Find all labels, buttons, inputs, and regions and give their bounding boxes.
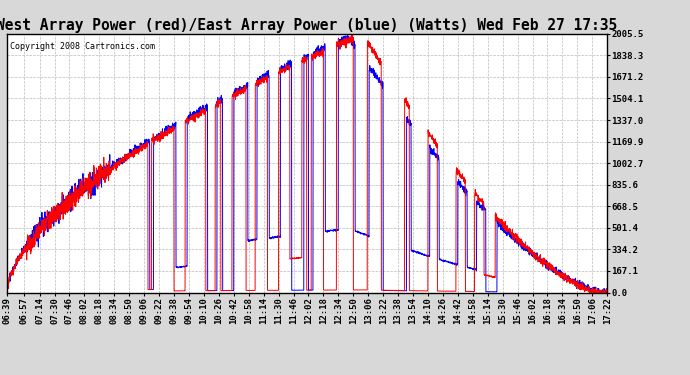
Title: West Array Power (red)/East Array Power (blue) (Watts) Wed Feb 27 17:35: West Array Power (red)/East Array Power …: [0, 18, 618, 33]
Text: Copyright 2008 Cartronics.com: Copyright 2008 Cartronics.com: [10, 42, 155, 51]
